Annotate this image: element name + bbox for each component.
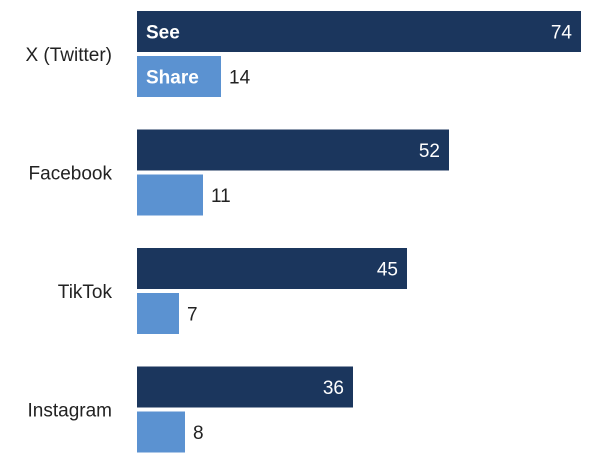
value-label-share-tiktok: 7 <box>187 305 198 326</box>
category-label-x-twitter: X (Twitter) <box>25 45 112 66</box>
category-label-facebook: Facebook <box>29 164 113 185</box>
value-label-share-x-twitter: 14 <box>229 68 251 89</box>
value-label-share-facebook: 11 <box>211 186 231 207</box>
value-label-see-facebook: 52 <box>419 141 440 162</box>
series-label-see: See <box>146 23 180 44</box>
category-label-instagram: Instagram <box>28 401 112 422</box>
bar-share-x-twitter <box>137 56 221 97</box>
category-label-tiktok: TikTok <box>58 282 113 303</box>
value-labels: 74 14 52 11 45 7 36 8 <box>187 23 572 445</box>
bars <box>137 11 581 453</box>
category-labels: X (Twitter) Facebook TikTok Instagram <box>25 45 112 422</box>
bar-share-facebook <box>137 174 203 216</box>
value-label-see-tiktok: 45 <box>377 260 398 281</box>
value-label-see-x-twitter: 74 <box>551 23 573 44</box>
bar-see-facebook <box>137 129 449 171</box>
value-label-share-instagram: 8 <box>193 423 204 444</box>
bar-see-tiktok <box>137 248 407 289</box>
series-label-share: Share <box>146 68 199 89</box>
bar-see-x-twitter <box>137 11 581 52</box>
bar-share-tiktok <box>137 293 179 334</box>
series-labels: See Share <box>146 23 199 89</box>
bar-share-instagram <box>137 411 185 453</box>
value-label-see-instagram: 36 <box>323 378 344 399</box>
bar-see-instagram <box>137 366 353 408</box>
